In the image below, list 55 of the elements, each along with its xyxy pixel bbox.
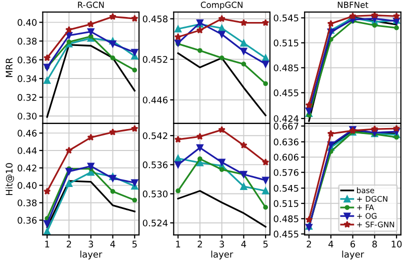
y-tick-label: 0.424 <box>274 115 299 122</box>
y-tick-label: 0.40 <box>18 19 37 26</box>
y-tick-label: 0.606 <box>274 154 298 161</box>
y-tick-label: 0.455 <box>274 89 298 96</box>
y-tick-label: 0.545 <box>274 184 298 192</box>
x-axis-title: layer <box>211 250 234 260</box>
y-tick-label: 0.32 <box>18 94 36 101</box>
y-tick-label: 0.458 <box>142 16 168 22</box>
x-tick-label: 8 <box>372 240 377 248</box>
y-tick-label: 0.30 <box>18 112 37 120</box>
y-axis-title: Hit@10 <box>6 163 14 196</box>
y-tick-label: 0.485 <box>274 215 298 222</box>
x-tick-label: 6 <box>350 240 356 248</box>
y-tick-label: 0.515 <box>274 40 298 46</box>
y-tick-label: 0.545 <box>274 14 298 22</box>
x-tick-label: 3 <box>88 240 94 248</box>
y-tick-label: 0.452 <box>142 56 168 63</box>
y-tick-label: 0.636 <box>274 138 298 146</box>
y-tick-label: 0.44 <box>18 147 37 154</box>
x-tick-label: 2 <box>198 240 202 248</box>
chart-title: CompGCN <box>200 2 242 10</box>
y-tick-label: 0.38 <box>18 38 37 45</box>
y-tick-label: 0.36 <box>18 56 37 64</box>
x-tick-label: 2 <box>66 240 71 248</box>
y-tick-label: 0.576 <box>274 169 298 176</box>
x-axis-title: layer <box>342 250 364 260</box>
x-tick-label: 1 <box>176 240 180 248</box>
y-tick-label: 0.530 <box>142 190 168 198</box>
y-tick-label: 0.34 <box>18 75 37 82</box>
x-tick-label: 2 <box>306 240 311 248</box>
x-tick-label: 1 <box>45 240 50 248</box>
x-tick-label: 5 <box>132 240 137 248</box>
y-tick-label: 0.524 <box>142 220 168 226</box>
y-tick-label: 0.485 <box>274 64 298 72</box>
x-tick-label: 4 <box>110 240 116 248</box>
y-tick-label: 0.515 <box>274 200 298 207</box>
chart-title: R-GCN <box>78 2 104 8</box>
chart-title: NBFNet <box>338 2 368 8</box>
y-tick-label: 0.446 <box>142 96 168 104</box>
y-tick-label: 0.38 <box>18 199 37 206</box>
y-axis-title: MRR <box>6 58 12 78</box>
y-tick-label: 0.46 <box>18 130 37 137</box>
x-tick-label: 3 <box>220 240 224 248</box>
y-tick-label: 0.536 <box>142 161 168 168</box>
y-tick-label: 0.40 <box>18 182 37 189</box>
y-tick-label: 0.542 <box>142 132 168 140</box>
x-tick-label: 5 <box>263 240 268 248</box>
y-tick-label: 0.455 <box>274 230 298 238</box>
y-tick-label: 0.667 <box>274 122 298 130</box>
x-tick-label: 10 <box>392 240 402 248</box>
x-tick-label: 4 <box>241 240 246 248</box>
x-axis-title: layer <box>80 250 102 260</box>
y-tick-label: 0.36 <box>18 216 37 224</box>
x-tick-label: 4 <box>328 240 334 248</box>
y-tick-label: 0.42 <box>18 164 36 172</box>
